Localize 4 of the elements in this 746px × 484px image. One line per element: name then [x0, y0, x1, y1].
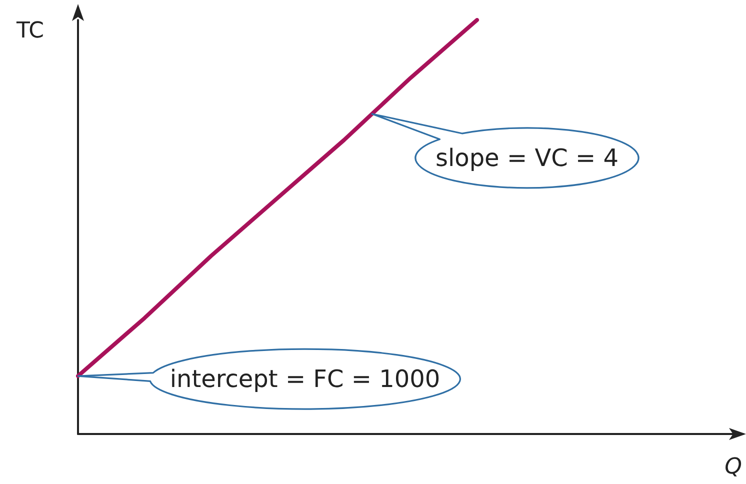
x-axis-title: Q [724, 454, 742, 480]
annotation: intercept = FC = 1000 [170, 365, 440, 394]
annotation: slope = VC = 4 [435, 144, 619, 172]
y-axis-title: TC [15, 18, 44, 44]
